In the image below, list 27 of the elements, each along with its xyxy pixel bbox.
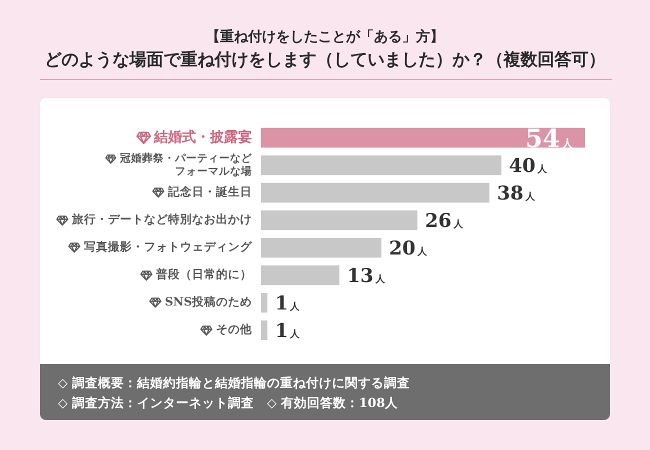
data-label: 20人 (389, 238, 428, 260)
y-tick-label: 結婚式・披露宴 (153, 128, 252, 146)
bar (261, 292, 268, 313)
bar (261, 155, 502, 176)
bar (261, 265, 340, 286)
y-tick-label: 写真撮影・フォトウェディング (84, 240, 253, 254)
data-label: 26人 (425, 210, 464, 232)
bar (261, 238, 382, 258)
data-label: 13人 (347, 265, 386, 288)
data-label: 1人 (275, 292, 302, 315)
y-tick-label: 旅行・デートなど特別なお出かけ (71, 212, 252, 226)
y-tick-label: 普段（日常的に） (155, 267, 252, 282)
text: ◇ 調査概要：結婚約指輪と結婚指輪の重ね付けに関する調査 (58, 374, 410, 392)
bar (261, 128, 585, 148)
data-label: 1人 (275, 320, 302, 342)
data-label: 40人 (509, 155, 548, 178)
y-tick-label: その他 (216, 322, 253, 336)
bar (261, 320, 268, 340)
data-label: 38人 (497, 182, 536, 205)
bar (261, 182, 490, 203)
text: ◇ 調査方法：インターネット調査 ◇ 有効回答数：108人 (58, 394, 400, 412)
chart-title: 【重ね付けをしたことが「ある」方】 (205, 28, 445, 47)
bar (261, 210, 418, 230)
chart-subtitle: どのような場面で重ね付けをします（していました）か？（複数回答可） (44, 49, 606, 72)
y-tick-label: 冠婚葬祭・パーティーなどフォーマルな場 (119, 152, 253, 178)
y-tick-label: 記念日・誕生日 (167, 184, 252, 199)
y-tick-label: SNS投稿のため (164, 294, 252, 309)
